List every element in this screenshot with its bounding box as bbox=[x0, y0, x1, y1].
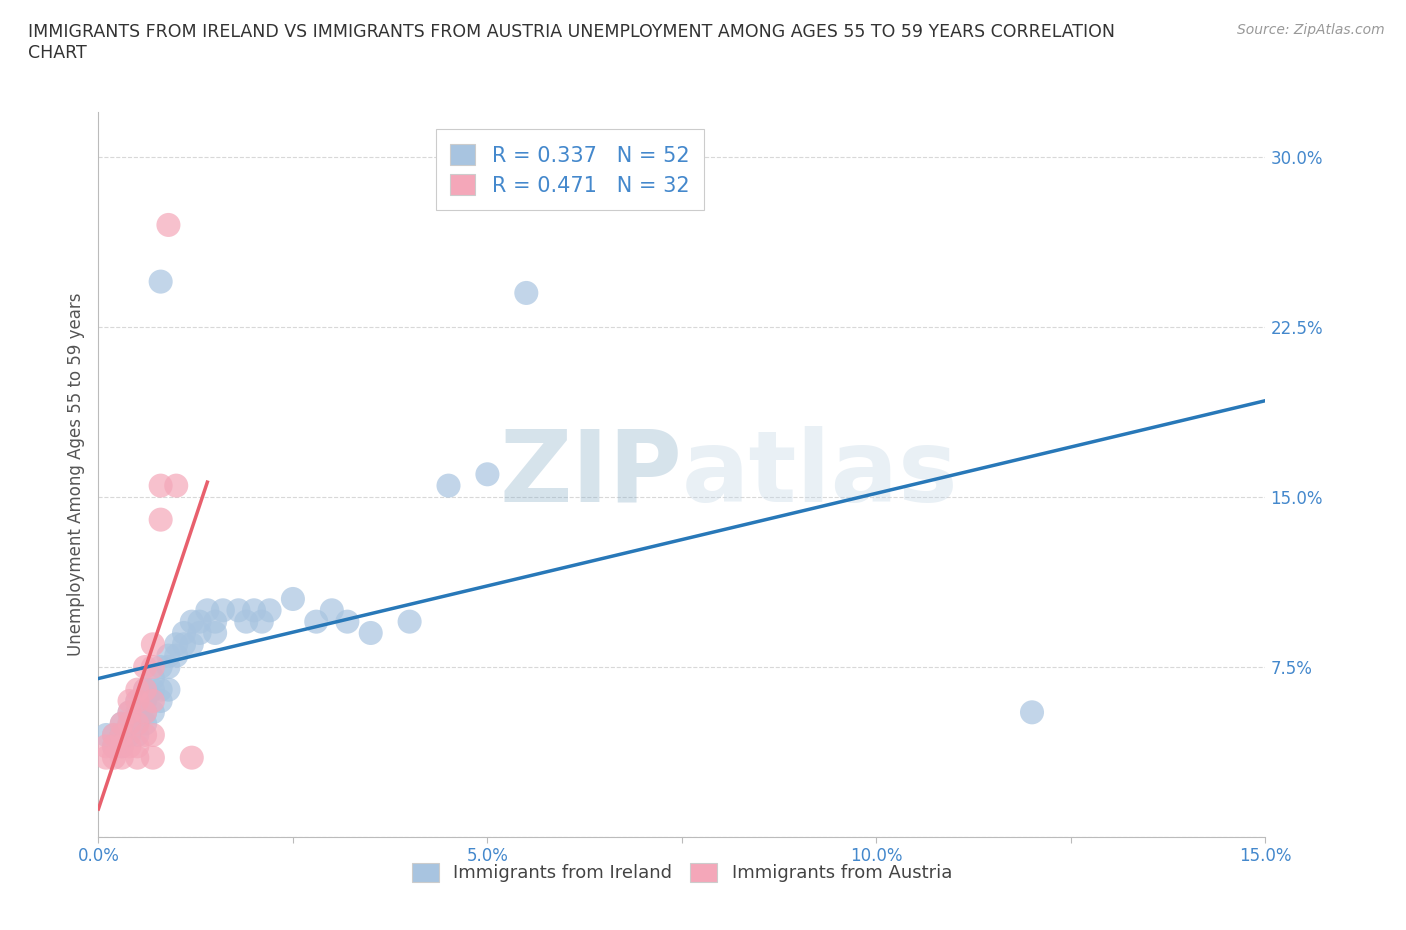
Legend: Immigrants from Ireland, Immigrants from Austria: Immigrants from Ireland, Immigrants from… bbox=[401, 852, 963, 893]
Point bbox=[142, 705, 165, 720]
Y-axis label: Unemployment Among Ages 55 to 59 years: Unemployment Among Ages 55 to 59 years bbox=[66, 293, 84, 656]
Point bbox=[149, 694, 172, 709]
Point bbox=[134, 705, 156, 720]
Point bbox=[134, 727, 156, 742]
Point bbox=[157, 648, 180, 663]
Point bbox=[142, 694, 165, 709]
Point bbox=[111, 727, 134, 742]
Point bbox=[96, 738, 118, 753]
Point bbox=[134, 659, 156, 674]
Point bbox=[118, 705, 141, 720]
Point bbox=[250, 614, 273, 629]
Point bbox=[134, 705, 156, 720]
Point bbox=[157, 683, 180, 698]
Point bbox=[195, 603, 218, 618]
Point bbox=[111, 738, 134, 753]
Point bbox=[134, 683, 156, 698]
Point bbox=[165, 478, 187, 493]
Point bbox=[142, 659, 165, 674]
Point bbox=[103, 738, 125, 753]
Point bbox=[149, 512, 172, 527]
Point bbox=[165, 648, 187, 663]
Point bbox=[157, 659, 180, 674]
Point bbox=[111, 716, 134, 731]
Point bbox=[103, 727, 125, 742]
Point bbox=[173, 626, 195, 641]
Point bbox=[134, 716, 156, 731]
Point bbox=[149, 478, 172, 493]
Point bbox=[515, 286, 537, 300]
Point bbox=[477, 467, 499, 482]
Point bbox=[127, 683, 149, 698]
Point bbox=[204, 626, 226, 641]
Point bbox=[165, 637, 187, 652]
Point bbox=[118, 716, 141, 731]
Point bbox=[127, 694, 149, 709]
Point bbox=[1021, 705, 1043, 720]
Point bbox=[127, 694, 149, 709]
Point bbox=[111, 716, 134, 731]
Point bbox=[118, 716, 141, 731]
Point bbox=[127, 716, 149, 731]
Point bbox=[118, 727, 141, 742]
Point bbox=[118, 694, 141, 709]
Text: Source: ZipAtlas.com: Source: ZipAtlas.com bbox=[1237, 23, 1385, 37]
Point bbox=[360, 626, 382, 641]
Point bbox=[188, 614, 211, 629]
Point bbox=[111, 738, 134, 753]
Point bbox=[321, 603, 343, 618]
Point bbox=[118, 705, 141, 720]
Point bbox=[243, 603, 266, 618]
Point bbox=[281, 591, 304, 606]
Text: IMMIGRANTS FROM IRELAND VS IMMIGRANTS FROM AUSTRIA UNEMPLOYMENT AMONG AGES 55 TO: IMMIGRANTS FROM IRELAND VS IMMIGRANTS FR… bbox=[28, 23, 1115, 62]
Point bbox=[180, 637, 202, 652]
Point bbox=[212, 603, 235, 618]
Point bbox=[180, 614, 202, 629]
Point bbox=[259, 603, 281, 618]
Point bbox=[437, 478, 460, 493]
Point bbox=[336, 614, 359, 629]
Point bbox=[127, 738, 149, 753]
Point bbox=[96, 751, 118, 765]
Point bbox=[134, 694, 156, 709]
Point bbox=[398, 614, 420, 629]
Point bbox=[142, 751, 165, 765]
Point bbox=[127, 705, 149, 720]
Point bbox=[188, 626, 211, 641]
Text: ZIP: ZIP bbox=[499, 426, 682, 523]
Point bbox=[157, 218, 180, 232]
Point bbox=[149, 659, 172, 674]
Point bbox=[149, 683, 172, 698]
Point bbox=[149, 274, 172, 289]
Point bbox=[173, 637, 195, 652]
Point bbox=[180, 751, 202, 765]
Point bbox=[142, 727, 165, 742]
Point bbox=[142, 671, 165, 685]
Point bbox=[111, 727, 134, 742]
Point bbox=[127, 716, 149, 731]
Point bbox=[204, 614, 226, 629]
Point bbox=[235, 614, 257, 629]
Point bbox=[142, 683, 165, 698]
Point bbox=[127, 727, 149, 742]
Point bbox=[134, 683, 156, 698]
Point bbox=[127, 751, 149, 765]
Point bbox=[142, 637, 165, 652]
Point bbox=[103, 727, 125, 742]
Point bbox=[111, 751, 134, 765]
Text: atlas: atlas bbox=[682, 426, 959, 523]
Point bbox=[103, 751, 125, 765]
Point bbox=[228, 603, 250, 618]
Point bbox=[96, 727, 118, 742]
Point bbox=[118, 738, 141, 753]
Point bbox=[103, 738, 125, 753]
Point bbox=[305, 614, 328, 629]
